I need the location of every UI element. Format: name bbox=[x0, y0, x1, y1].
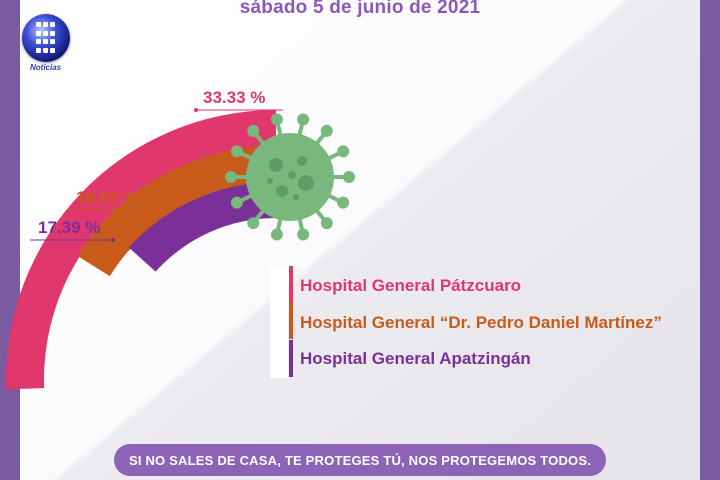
footer-banner: SI NO SALES DE CASA, TE PROTEGES TÚ, NOS… bbox=[114, 444, 606, 476]
band-end bbox=[270, 340, 288, 378]
legend-label: Hospital General Pátzcuaro bbox=[300, 276, 522, 295]
footer-text: SI NO SALES DE CASA, TE PROTEGES TÚ, NOS… bbox=[128, 452, 592, 468]
leader-dot bbox=[111, 238, 115, 242]
legend-label: Hospital General Apatzingán bbox=[300, 349, 531, 368]
logo-text: Noticias bbox=[30, 63, 62, 72]
logo-circle-icon bbox=[22, 14, 70, 62]
legend-label: Hospital General “Dr. Pedro Daniel Martí… bbox=[300, 313, 662, 332]
legend-swatch bbox=[289, 266, 293, 303]
legend-swatch bbox=[289, 302, 293, 339]
leader-dot bbox=[153, 207, 157, 211]
legend-swatch bbox=[289, 340, 293, 377]
virus-icon bbox=[225, 113, 355, 241]
page-date: sábado 5 de junio de 2021 bbox=[239, 0, 481, 18]
donut-segment bbox=[6, 110, 277, 390]
band-end bbox=[270, 302, 288, 340]
percent-label: 17.39 % bbox=[38, 218, 101, 237]
percent-label: 33.33 % bbox=[203, 88, 266, 107]
percent-label: 18.92 % bbox=[76, 188, 139, 207]
logo-mark-icon bbox=[36, 22, 56, 54]
leader-dot bbox=[194, 108, 198, 112]
channel-logo: Noticias bbox=[22, 14, 74, 80]
band-end bbox=[270, 266, 288, 302]
